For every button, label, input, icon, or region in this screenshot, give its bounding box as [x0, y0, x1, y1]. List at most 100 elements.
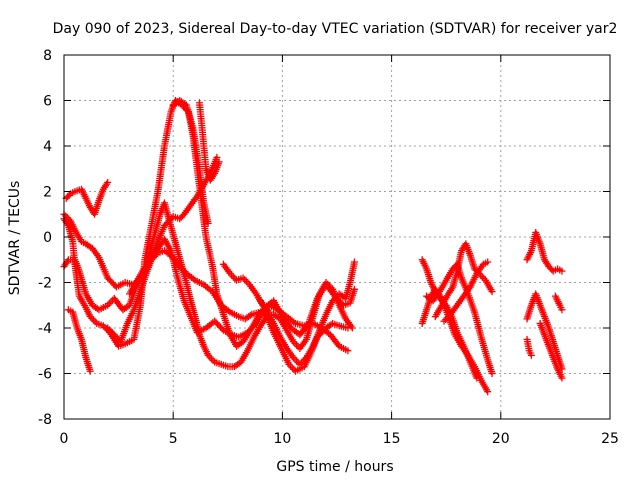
- data-point: [64, 256, 77, 264]
- grid: [64, 55, 610, 419]
- data-point: [451, 331, 464, 348]
- data-point: [154, 224, 168, 246]
- data-point: [126, 285, 139, 309]
- data-point: [187, 194, 200, 209]
- data-point: [206, 171, 218, 184]
- data-point: [130, 290, 144, 314]
- data-point: [154, 247, 166, 257]
- data-point: [283, 344, 296, 360]
- data-point: [335, 342, 350, 354]
- series-track-5: [60, 235, 358, 341]
- data-point: [217, 301, 232, 315]
- data-point: [211, 160, 222, 177]
- data-point: [554, 265, 564, 274]
- data-point: [154, 144, 168, 195]
- data-point: [473, 262, 486, 277]
- data-point: [270, 297, 285, 319]
- data-point: [243, 335, 257, 355]
- data-point: [176, 212, 187, 223]
- data-point: [82, 354, 94, 373]
- data-point: [436, 278, 449, 296]
- data-point: [464, 351, 477, 369]
- data-point: [479, 259, 490, 268]
- data-point: [195, 165, 208, 205]
- data-point: [309, 328, 323, 350]
- data-point: [545, 263, 556, 274]
- data-point: [209, 263, 221, 296]
- data-point: [73, 324, 85, 341]
- series-track-20: [523, 335, 535, 359]
- data-point: [285, 360, 298, 374]
- data-point: [191, 276, 206, 288]
- y-tick-label: 0: [43, 230, 52, 246]
- data-point: [126, 280, 139, 298]
- series-track-11: [257, 258, 358, 368]
- data-point: [226, 308, 241, 319]
- data-point: [217, 360, 230, 370]
- data-point: [71, 226, 84, 244]
- data-point: [296, 355, 309, 368]
- data-point: [71, 256, 83, 273]
- data-point: [117, 321, 131, 346]
- data-point: [558, 267, 566, 275]
- data-point: [342, 315, 355, 330]
- data-point: [180, 203, 193, 218]
- data-point: [540, 313, 552, 330]
- data-point: [136, 269, 150, 296]
- axis-tick-labels: 0 5 10 15 20 25 -8 -6 -4 -2 0 2 4 6 8: [38, 48, 619, 447]
- data-point: [326, 331, 342, 349]
- data-point: [322, 279, 335, 292]
- y-tick-label: 8: [43, 48, 52, 64]
- x-tick-label: 20: [492, 431, 510, 447]
- data-point: [276, 333, 290, 351]
- data-point: [219, 310, 233, 337]
- data-point: [130, 303, 144, 343]
- data-point: [316, 312, 329, 334]
- data-points: [60, 97, 566, 396]
- data-point: [67, 189, 77, 198]
- data-point: [75, 292, 89, 310]
- data-point: [169, 253, 182, 269]
- data-point: [296, 337, 309, 352]
- data-point: [527, 351, 535, 359]
- data-point: [211, 317, 226, 333]
- data-point: [309, 292, 323, 321]
- data-point: [180, 297, 194, 319]
- data-point: [64, 306, 75, 315]
- data-point: [488, 370, 496, 377]
- data-point: [540, 256, 552, 269]
- data-point: [344, 347, 352, 355]
- series-track-16: [440, 258, 492, 325]
- data-point: [322, 321, 335, 332]
- series-track-8: [169, 97, 212, 227]
- data-point: [237, 349, 250, 366]
- data-point: [484, 258, 492, 266]
- data-point: [554, 365, 565, 380]
- data-point: [442, 267, 456, 284]
- data-point: [239, 274, 252, 287]
- data-point: [532, 228, 543, 246]
- data-point: [112, 280, 127, 291]
- x-tick-label: 0: [60, 431, 69, 447]
- data-point: [200, 281, 215, 294]
- data-point: [139, 257, 154, 275]
- y-tick-label: 2: [43, 185, 52, 201]
- data-point: [270, 329, 285, 353]
- data-point: [283, 326, 296, 344]
- axis-ticks: [63, 54, 611, 420]
- data-point: [228, 331, 241, 340]
- data-point: [176, 263, 189, 276]
- data-point: [447, 303, 460, 318]
- data-point: [283, 313, 298, 326]
- data-point: [82, 304, 93, 319]
- data-point: [77, 335, 89, 360]
- data-point: [418, 256, 430, 271]
- data-point: [189, 124, 203, 171]
- x-tick-label: 5: [169, 431, 178, 447]
- data-point: [209, 288, 224, 307]
- series-track-13: [418, 285, 492, 396]
- data-point: [532, 290, 543, 307]
- data-point: [104, 178, 112, 186]
- data-point: [219, 326, 234, 338]
